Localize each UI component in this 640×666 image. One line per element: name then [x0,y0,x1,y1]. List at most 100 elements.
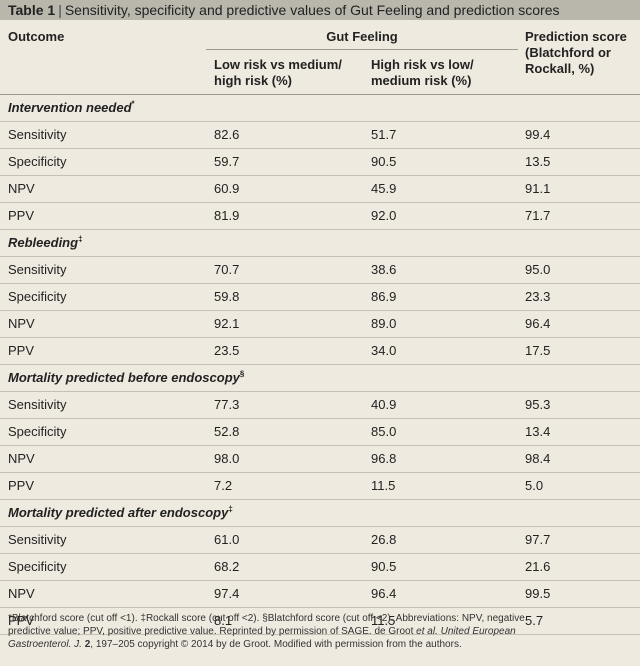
header-gut-feeling: Gut Feeling [326,29,398,44]
metric-cell: Specificity [8,424,67,439]
metric-cell: Specificity [8,559,67,574]
low-risk-value: 8.1 [214,613,233,628]
header-low-risk: Low risk vs medium/ high risk (%) [214,57,342,89]
metric-cell: Sensitivity [8,532,67,547]
footnote-etal: et al. [416,626,438,637]
table-row: Specificity 59.7 90.5 13.5 [0,149,640,176]
prediction-score-value: 91.1 [525,181,551,196]
prediction-score-value: 97.7 [525,532,551,547]
footnote-mark: ‡ [228,504,233,514]
low-risk-value: 23.5 [214,343,240,358]
section-title: Mortality predicted before endoscopy§ [8,365,244,391]
section-title-text: Mortality predicted before endoscopy [8,370,240,385]
prediction-score-value: 99.5 [525,586,551,601]
footnote-text-3: , 197–205 copyright © 2014 by de Groot. … [90,639,462,650]
table-row: Specificity 59.8 86.9 23.3 [0,284,640,311]
footnote-mark: ‡ [78,234,83,244]
high-risk-value: 96.4 [371,586,397,601]
footnote-line-3: Gastroenterol. J. 2, 197–205 copyright ©… [8,638,632,651]
prediction-score-value: 95.3 [525,397,551,412]
section-title-text: Rebleeding [8,235,79,250]
section-title-text: Mortality predicted after endoscopy [8,505,229,520]
low-risk-value: 97.4 [214,586,240,601]
footnote-volume: 2 [81,639,91,650]
metric-cell: PPV [8,208,35,223]
table-caption: Sensitivity, specificity and predictive … [64,2,560,18]
header-low-risk-line1: Low risk vs medium/ [214,57,342,72]
high-risk-value: 85.0 [371,424,397,439]
table-row: NPV 60.9 45.9 91.1 [0,176,640,203]
metric-cell: Specificity [8,289,67,304]
header-high-risk: High risk vs low/ medium risk (%) [371,57,474,89]
prediction-score-value: 13.4 [525,424,551,439]
prediction-score-value: 71.7 [525,208,551,223]
high-risk-value: 11.5 [371,613,396,628]
section-row: Mortality predicted before endoscopy§ [0,365,640,392]
header-score-line3: Rockall, %) [525,61,595,76]
table-row: Sensitivity 77.3 40.9 95.3 [0,392,640,419]
low-risk-value: 98.0 [214,451,240,466]
metric-cell: PPV [8,613,35,628]
metric-cell: NPV [8,586,35,601]
section-title: Intervention needed* [8,95,135,121]
table-row: PPV 7.2 11.5 5.0 [0,473,640,500]
section-title-text: Intervention needed [8,100,132,115]
table-row: NPV 92.1 89.0 96.4 [0,311,640,338]
section-title: Rebleeding‡ [8,230,83,256]
low-risk-value: 52.8 [214,424,240,439]
header-score-line2: (Blatchford or [525,45,611,60]
table-header: Outcome Gut Feeling Low risk vs medium/ … [0,20,640,95]
table-row: NPV 97.4 96.4 99.5 [0,581,640,608]
high-risk-value: 40.9 [371,397,397,412]
header-high-risk-line2: medium risk (%) [371,73,472,88]
section-title: Mortality predicted after endoscopy‡ [8,500,233,526]
high-risk-value: 51.7 [371,127,397,142]
high-risk-value: 38.6 [371,262,397,277]
footnote-journal-b: Gastroenterol. J. [8,639,82,650]
high-risk-value: 26.8 [371,532,397,547]
table-row: Specificity 52.8 85.0 13.4 [0,419,640,446]
prediction-score-value: 21.6 [525,559,551,574]
table-row: NPV 98.0 96.8 98.4 [0,446,640,473]
table-row: Specificity 68.2 90.5 21.6 [0,554,640,581]
section-row: Mortality predicted after endoscopy‡ [0,500,640,527]
low-risk-value: 81.9 [214,208,240,223]
prediction-score-value: 98.4 [525,451,551,466]
low-risk-value: 82.6 [214,127,240,142]
header-prediction-score: Prediction score (Blatchford or Rockall,… [525,29,627,77]
section-row: Rebleeding‡ [0,230,640,257]
low-risk-value: 92.1 [214,316,240,331]
footnote-text-2: predictive value; PPV, positive predicti… [8,626,417,637]
header-outcome: Outcome [8,29,65,44]
prediction-score-value: 13.5 [525,154,551,169]
high-risk-value: 90.5 [371,154,397,169]
footnote-mark: * [131,99,135,109]
low-risk-value: 7.2 [214,478,233,493]
metric-cell: Sensitivity [8,397,67,412]
metric-cell: NPV [8,316,35,331]
metric-cell: PPV [8,478,35,493]
high-risk-value: 34.0 [371,343,397,358]
table-row: Sensitivity 61.0 26.8 97.7 [0,527,640,554]
section-row: Intervention needed* [0,95,640,122]
high-risk-value: 92.0 [371,208,397,223]
low-risk-value: 61.0 [214,532,240,547]
footnote-line-1: *Blatchford score (cut off <1). ‡Rockall… [8,612,632,625]
high-risk-value: 96.8 [371,451,397,466]
header-high-risk-line1: High risk vs low/ [371,57,474,72]
prediction-score-value: 5.7 [525,613,544,628]
metric-cell: NPV [8,181,35,196]
prediction-score-value: 23.3 [525,289,551,304]
header-score-line1: Prediction score [525,29,627,44]
gut-feeling-rule [206,49,518,50]
table-label: Table 1 [8,2,56,18]
header-low-risk-line2: high risk (%) [214,73,293,88]
high-risk-value: 86.9 [371,289,397,304]
table-body: Intervention needed* Sensitivity 82.6 51.7 9… [0,95,640,635]
low-risk-value: 59.7 [214,154,240,169]
low-risk-value: 70.7 [214,262,240,277]
low-risk-value: 60.9 [214,181,240,196]
footnote-journal-a: United European [437,626,516,637]
low-risk-value: 59.8 [214,289,240,304]
